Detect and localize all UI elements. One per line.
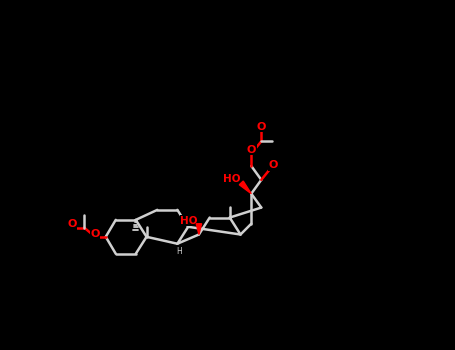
Polygon shape [196,224,202,235]
Text: HO: HO [180,216,197,226]
Text: O: O [257,122,266,132]
Text: O: O [247,145,256,155]
Text: O: O [90,229,100,239]
Text: HO: HO [222,174,240,184]
Text: H: H [176,247,182,256]
Polygon shape [239,181,251,194]
Text: O: O [67,219,76,230]
Text: O: O [269,160,278,170]
